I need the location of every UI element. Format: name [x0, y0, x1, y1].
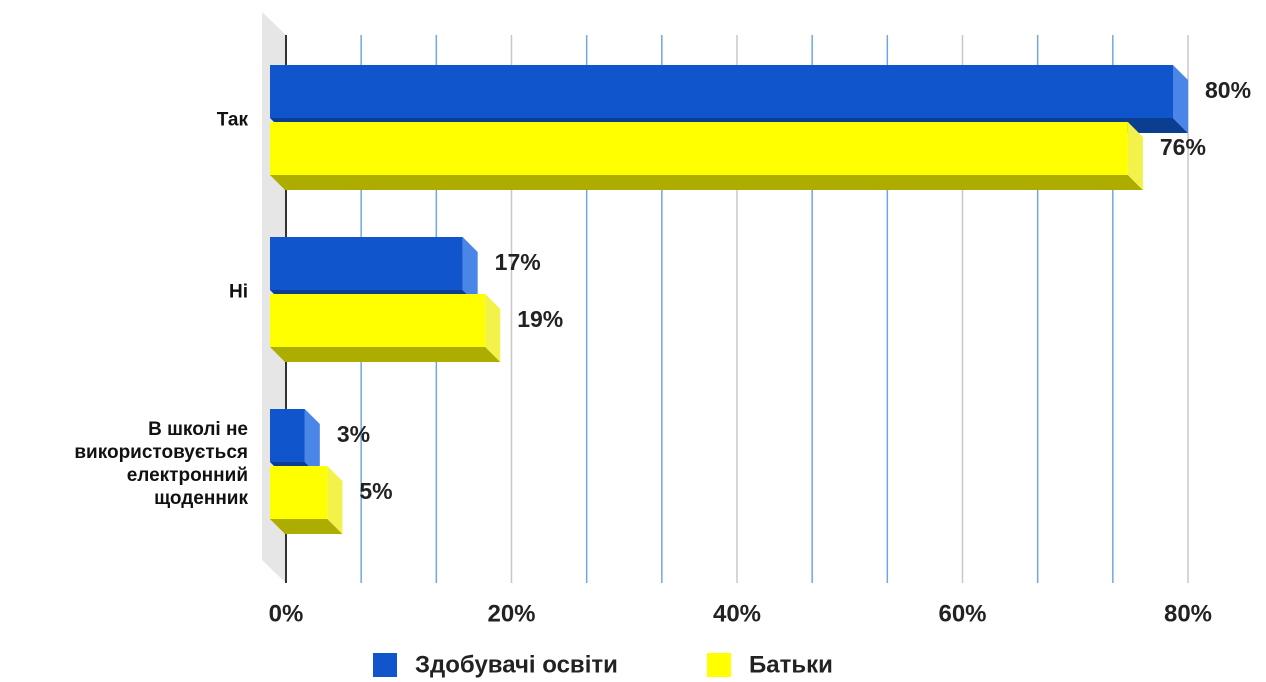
legend-label: Батьки [749, 651, 833, 678]
value-label: 76% [1160, 134, 1206, 160]
bar-side [462, 237, 478, 305]
legend-swatch [707, 653, 731, 677]
bar-side [304, 409, 320, 477]
x-tick-label: 80% [1164, 600, 1212, 627]
bar [270, 294, 486, 347]
x-tick-label: 0% [269, 600, 304, 627]
bar [270, 466, 328, 519]
bar [270, 237, 463, 290]
bar [270, 409, 305, 462]
value-label: 5% [359, 478, 392, 504]
bar-bottom [270, 347, 501, 362]
bar-side [1127, 122, 1143, 190]
value-label: 17% [495, 249, 541, 275]
x-tick-label: 40% [713, 600, 761, 627]
value-label: 19% [517, 306, 563, 332]
bar-side [1173, 65, 1188, 133]
value-label: 80% [1205, 77, 1251, 103]
category-label: Ні [229, 281, 248, 303]
bar [270, 122, 1128, 175]
legend-swatch [373, 653, 397, 677]
x-tick-label: 20% [487, 600, 535, 627]
x-tick-label: 60% [938, 600, 986, 627]
category-label: Так [216, 109, 248, 131]
bar-bottom [270, 175, 1143, 190]
bar-bottom [270, 519, 343, 534]
legend-label: Здобувачі освіти [415, 651, 618, 678]
value-label: 3% [337, 421, 370, 447]
bar-side [327, 466, 343, 534]
category-label: В школі не використовується електронний … [74, 419, 248, 509]
bar [270, 65, 1173, 118]
bar-side [485, 294, 501, 362]
